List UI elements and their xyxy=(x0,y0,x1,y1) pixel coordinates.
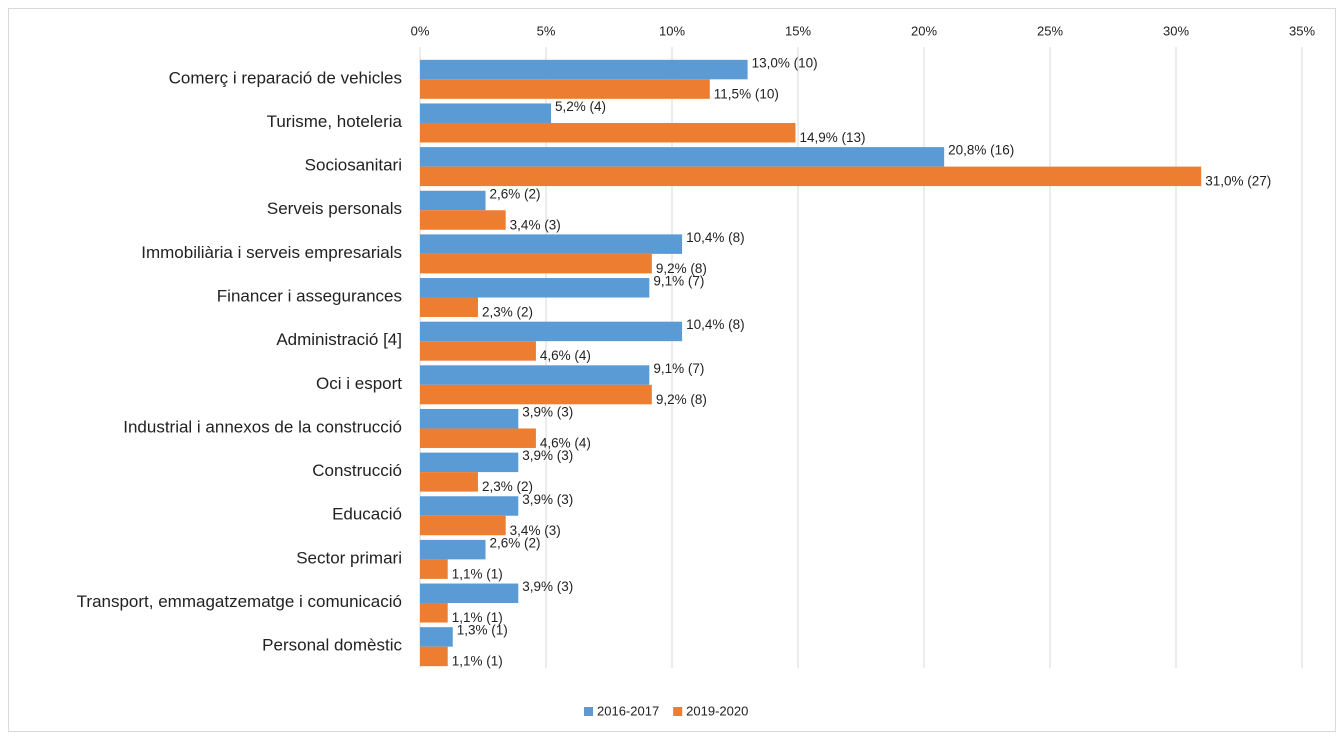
bar xyxy=(420,59,748,80)
x-tick-label: 20% xyxy=(911,23,937,38)
x-tick-label: 15% xyxy=(785,23,811,38)
category-label: Sector primari xyxy=(296,548,402,567)
bar xyxy=(420,515,506,536)
data-label: 10,4% (8) xyxy=(686,230,745,245)
data-label: 4,6% (4) xyxy=(540,348,591,363)
data-label: 3,4% (3) xyxy=(510,217,561,232)
legend-label: 2019-2020 xyxy=(686,703,748,718)
data-label: 5,2% (4) xyxy=(555,99,606,114)
category-label: Immobiliària i serveis empresarials xyxy=(141,243,402,262)
data-label: 2,3% (2) xyxy=(482,305,533,320)
x-tick-label: 35% xyxy=(1289,23,1315,38)
category-label: Comerç i reparació de vehicles xyxy=(169,68,402,87)
bar xyxy=(420,103,552,123)
category-label: Sociosanitari xyxy=(305,156,402,175)
data-label: 9,1% (7) xyxy=(653,274,704,289)
data-label: 31,0% (27) xyxy=(1205,174,1271,189)
data-label: 2,3% (2) xyxy=(482,479,533,494)
data-label: 3,9% (3) xyxy=(522,448,573,463)
category-label: Oci i esport xyxy=(316,374,402,393)
bar xyxy=(420,365,650,385)
x-tick-label: 10% xyxy=(659,23,685,38)
data-label: 3,9% (3) xyxy=(522,405,573,420)
x-tick-label: 5% xyxy=(537,23,556,38)
data-label: 9,1% (7) xyxy=(653,361,704,376)
category-label: Educació xyxy=(332,505,402,524)
bar xyxy=(420,603,448,623)
category-label: Transport, emmagatzematge i comunicació xyxy=(77,592,402,611)
data-label: 10,4% (8) xyxy=(686,317,745,332)
data-label: 13,0% (10) xyxy=(752,55,818,70)
data-label: 1,1% (1) xyxy=(452,610,503,625)
bar xyxy=(420,583,519,604)
x-tick-label: 0% xyxy=(411,23,430,38)
x-tick-label: 25% xyxy=(1037,23,1063,38)
category-label: Turisme, hoteleria xyxy=(267,112,403,131)
data-label: 14,9% (13) xyxy=(799,130,865,145)
legend-swatch xyxy=(584,707,593,716)
data-label: 2,6% (2) xyxy=(490,535,541,550)
bar xyxy=(420,278,650,298)
data-label: 9,2% (8) xyxy=(656,261,707,276)
category-label: Administració [4] xyxy=(276,330,402,349)
category-label: Financer i assegurances xyxy=(217,287,402,306)
bar xyxy=(420,234,683,254)
data-label: 11,5% (10) xyxy=(714,86,779,101)
bar xyxy=(420,253,652,274)
bar xyxy=(420,297,478,318)
category-label: Serveis personals xyxy=(267,199,402,218)
legend-label: 2016-2017 xyxy=(597,703,659,718)
data-label: 3,9% (3) xyxy=(522,579,573,594)
bar xyxy=(420,147,945,167)
bar xyxy=(420,190,486,211)
data-label: 3,9% (3) xyxy=(522,492,573,507)
category-label: Personal domèstic xyxy=(262,636,402,655)
bar xyxy=(420,341,536,361)
legend-swatch xyxy=(673,707,683,716)
category-label: Industrial i annexos de la construcció xyxy=(123,417,402,436)
bar xyxy=(420,321,683,342)
bar xyxy=(420,496,519,516)
bar xyxy=(420,452,519,473)
data-label: 3,4% (3) xyxy=(510,523,561,538)
x-tick-label: 30% xyxy=(1163,23,1189,38)
bar xyxy=(420,472,478,492)
data-label: 1,3% (1) xyxy=(457,623,508,638)
category-label: Construcció xyxy=(312,461,402,480)
bar xyxy=(420,428,536,448)
bar xyxy=(420,627,453,647)
data-label: 9,2% (8) xyxy=(656,392,707,407)
bar xyxy=(420,166,1202,187)
bar xyxy=(420,122,796,143)
bar xyxy=(420,646,448,667)
data-label: 1,1% (1) xyxy=(452,566,503,581)
bar xyxy=(420,210,506,230)
data-label: 20,8% (16) xyxy=(948,143,1014,158)
data-label: 1,1% (1) xyxy=(452,654,503,669)
bar xyxy=(420,559,448,579)
bar xyxy=(420,408,519,429)
data-label: 2,6% (2) xyxy=(490,186,541,201)
bar xyxy=(420,384,652,405)
bar xyxy=(420,79,710,99)
bar xyxy=(420,539,486,560)
data-label: 4,6% (4) xyxy=(540,436,591,451)
